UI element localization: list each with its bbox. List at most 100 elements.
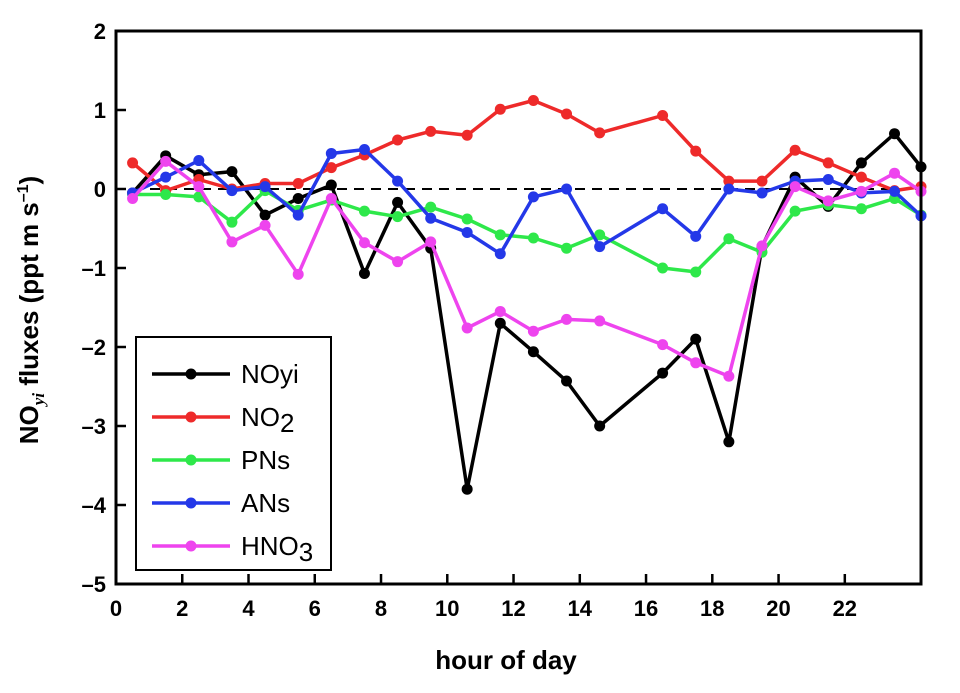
- data-point-hno3: [160, 155, 172, 167]
- data-point-no2: [723, 175, 735, 187]
- data-point-noyi: [292, 192, 304, 204]
- plot-frame: [114, 29, 923, 586]
- data-point-hno3: [325, 192, 337, 204]
- series-pns: [127, 185, 927, 278]
- data-point-no2: [657, 110, 669, 122]
- data-point-no2: [325, 162, 337, 174]
- series-line-pns: [132, 188, 922, 274]
- data-point-ans: [822, 174, 834, 186]
- data-point-pns: [657, 262, 669, 274]
- legend-label-main: NOyi: [241, 359, 299, 389]
- data-point-ans: [527, 191, 539, 203]
- data-point-hno3: [855, 185, 867, 197]
- data-point-noyi: [561, 375, 573, 387]
- data-point-noyi: [358, 268, 370, 280]
- data-point-no2: [494, 103, 506, 115]
- y-axis-label: NOyi fluxes (ppt m s–1): [14, 176, 48, 444]
- data-point-hno3: [425, 236, 437, 248]
- x-tick-label: 6: [309, 596, 321, 621]
- y-tick-label: 0: [94, 177, 106, 202]
- data-point-pns: [226, 216, 238, 228]
- data-point-hno3: [358, 237, 370, 249]
- legend-label-subscript: 3: [299, 537, 313, 567]
- data-point-no2: [822, 157, 834, 169]
- data-point-no2: [855, 171, 867, 183]
- data-point-ans: [292, 209, 304, 221]
- x-tick-label: 2: [176, 596, 188, 621]
- x-tick-label: 20: [766, 596, 790, 621]
- data-point-ans: [193, 155, 205, 167]
- series-layer: [127, 95, 927, 495]
- data-point-pns: [392, 211, 404, 223]
- legend-entry-hno3: HNO3: [152, 531, 313, 567]
- x-tick-label: 10: [435, 596, 459, 621]
- data-point-pns: [160, 189, 172, 201]
- x-tick-label: 14: [568, 596, 593, 621]
- data-point-noyi: [657, 367, 669, 379]
- x-tick-label: 0: [110, 596, 122, 621]
- data-point-ans: [392, 175, 404, 187]
- legend-label-main: HNO: [241, 531, 299, 561]
- data-point-noyi: [259, 209, 271, 221]
- data-point-hno3: [461, 322, 473, 334]
- data-point-pns: [425, 201, 437, 213]
- data-point-noyi: [723, 436, 735, 448]
- data-point-hno3: [127, 192, 139, 204]
- y-axis-label-superscript: –1: [15, 184, 32, 202]
- data-point-ans: [259, 181, 271, 193]
- data-point-noyi: [855, 157, 867, 169]
- data-point-ans: [594, 241, 606, 253]
- legend-entries: NOyi NO2 PNs ANs HNO3: [152, 359, 313, 567]
- legend-label-main: PNs: [241, 445, 290, 475]
- data-point-noyi: [392, 196, 404, 208]
- y-tick-label: –4: [82, 493, 107, 518]
- data-point-hno3: [392, 256, 404, 268]
- data-point-hno3: [292, 268, 304, 280]
- data-point-hno3: [723, 370, 735, 382]
- legend-label: ANs: [241, 488, 290, 518]
- legend: NOyi NO2 PNs ANs HNO3: [135, 336, 332, 571]
- legend-entry-noyi: NOyi: [152, 359, 299, 389]
- data-point-pns: [855, 203, 867, 215]
- data-point-noyi: [494, 317, 506, 329]
- data-point-ans: [461, 226, 473, 238]
- data-point-ans: [723, 183, 735, 195]
- data-point-no2: [789, 144, 801, 156]
- y-tick-label: 1: [94, 98, 106, 123]
- legend-swatch-marker: [185, 411, 197, 423]
- data-point-no2: [690, 145, 702, 157]
- legend-entry-no2: NO2: [152, 402, 294, 438]
- y-tick-label: –3: [82, 414, 106, 439]
- data-point-noyi: [888, 128, 900, 140]
- legend-swatch-marker: [185, 497, 197, 509]
- data-point-pns: [561, 242, 573, 254]
- data-point-hno3: [259, 219, 271, 231]
- data-point-pns: [494, 229, 506, 241]
- y-axis-label-main: fluxes (ppt m s: [14, 202, 44, 393]
- data-point-ans: [494, 248, 506, 260]
- data-point-ans: [690, 230, 702, 242]
- series-ans: [127, 144, 927, 260]
- series-hno3: [127, 155, 927, 382]
- data-point-noyi: [226, 166, 238, 178]
- legend-entry-ans: ANs: [152, 488, 290, 518]
- data-point-no2: [127, 157, 139, 169]
- legend-label: HNO3: [241, 531, 313, 567]
- data-point-hno3: [226, 236, 238, 248]
- data-point-noyi: [461, 483, 473, 495]
- series-line-hno3: [131, 159, 922, 378]
- data-point-ans: [888, 185, 900, 197]
- legend-label-main: NO: [241, 402, 280, 432]
- data-point-ans: [226, 185, 238, 197]
- legend-label-subscript: 2: [280, 408, 294, 438]
- data-point-pns: [723, 233, 735, 245]
- data-point-no2: [594, 127, 606, 139]
- data-point-hno3: [690, 357, 702, 369]
- data-point-pns: [461, 213, 473, 225]
- y-tick-label: –5: [82, 572, 106, 597]
- x-axis-label: hour of day: [435, 645, 577, 675]
- data-point-ans: [325, 147, 337, 159]
- x-tick-label: 4: [242, 596, 255, 621]
- data-point-hno3: [657, 339, 669, 351]
- data-point-hno3: [527, 325, 539, 337]
